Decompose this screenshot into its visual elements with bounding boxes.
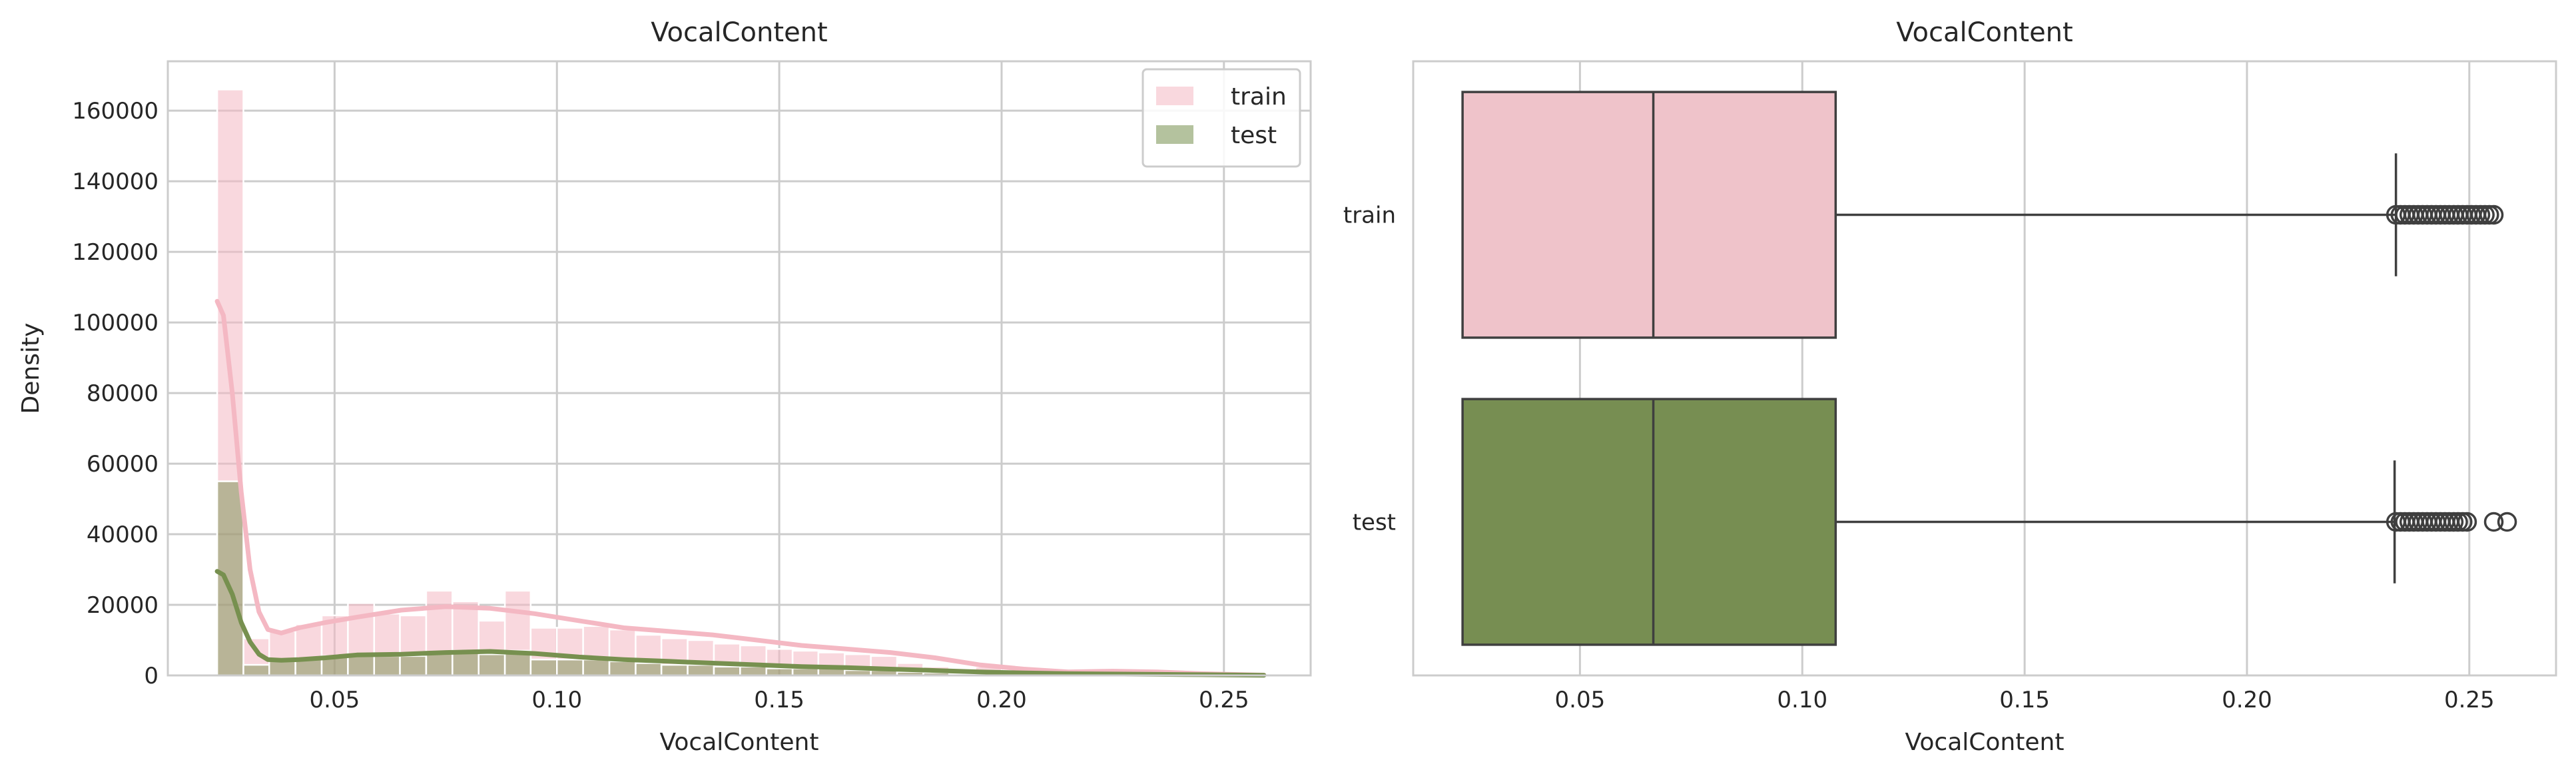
category-tick-label: train [1343,202,1396,229]
histogram-frame [166,60,1312,677]
histogram-bar-test [608,660,637,677]
histogram-bar-test [582,658,611,677]
histogram-bar-test [713,665,741,677]
histogram-bar-test [216,480,244,677]
histogram-bar-test [425,651,454,677]
y-tick-label: 40000 [87,522,159,548]
legend-swatch-test [1156,125,1193,144]
outlier-point [2483,204,2504,225]
kde-lines [214,298,1267,678]
x-tick-label: 0.10 [531,687,582,713]
kde-line-test [214,569,1267,678]
y-tick-label: 100000 [72,310,159,336]
x-tick-label: 0.20 [976,687,1027,713]
boxplot-category-ticks: train test [1343,202,1396,536]
histogram-y-axis-label: Density [17,323,45,414]
box-iqr [1461,398,1837,646]
histogram-bar-test [268,660,296,677]
box-test [1461,398,2517,646]
legend-label-test: test [1231,122,1277,149]
outlier-point [2497,512,2517,532]
x-tick-label: 0.10 [1777,687,1827,713]
histogram-bar-test [529,658,558,677]
boxplot-frame [1412,60,2557,677]
histogram-bar-test [765,667,794,677]
histogram-bar-test [373,655,401,677]
histogram-y-ticks: 0 20000 40000 60000 80000 100000 120000 140000 1… [72,98,159,689]
x-tick-label: 0.05 [310,687,360,713]
histogram-bar-test [478,653,506,677]
box-train [1461,91,2504,339]
boxplot-x-ticks: 0.05 0.10 0.15 0.20 0.25 [1555,687,2495,713]
histogram-bar-test [242,663,270,677]
x-tick-label: 0.15 [1999,687,2050,713]
y-tick-label: 160000 [72,98,159,125]
histogram-bar-test [635,662,663,677]
histogram-bars-train [216,89,1265,677]
legend: train test [1141,68,1301,168]
y-tick-label: 0 [144,663,159,689]
outlier-point [2457,512,2477,532]
box-iqr [1461,91,1837,339]
boxplot-panel: VocalContent 0.05 0.10 0.15 0.20 0.25 traint… [1343,17,2557,756]
x-tick-label: 0.25 [1199,687,1249,713]
histogram-grid [168,61,1311,677]
histogram-bar-test [739,665,767,677]
legend-label-train: train [1231,83,1287,111]
category-tick-label: test [1353,510,1396,536]
y-tick-label: 140000 [72,169,159,195]
y-tick-label: 60000 [87,451,159,478]
x-tick-label: 0.20 [2222,687,2272,713]
histogram-bar-test [660,663,689,677]
boxplot-marks [1461,91,2517,646]
outlier-point [2483,512,2504,532]
histogram-title: VocalContent [651,17,827,48]
histogram-panel: VocalContent 0.05 0.10 0.15 0.20 0.25 0 20000… [17,17,1312,756]
boxplot-title: VocalContent [1896,17,2073,48]
legend-swatch-train [1156,87,1193,105]
x-tick-label: 0.05 [1555,687,1606,713]
histogram-bar-test [555,658,584,677]
y-tick-label: 80000 [87,380,159,407]
histogram-x-ticks: 0.05 0.10 0.15 0.20 0.25 [310,687,1249,713]
histogram-bar-test [687,663,715,677]
histogram-bar-test [791,667,820,677]
histogram-bar-test [399,655,428,677]
histogram-x-axis-label: VocalContent [660,729,819,756]
y-tick-label: 20000 [87,592,159,619]
x-tick-label: 0.25 [2444,687,2495,713]
x-tick-label: 0.15 [754,687,805,713]
boxplot-x-axis-label: VocalContent [1905,729,2065,756]
y-tick-label: 120000 [72,239,159,266]
histogram-bar-test [294,658,323,677]
